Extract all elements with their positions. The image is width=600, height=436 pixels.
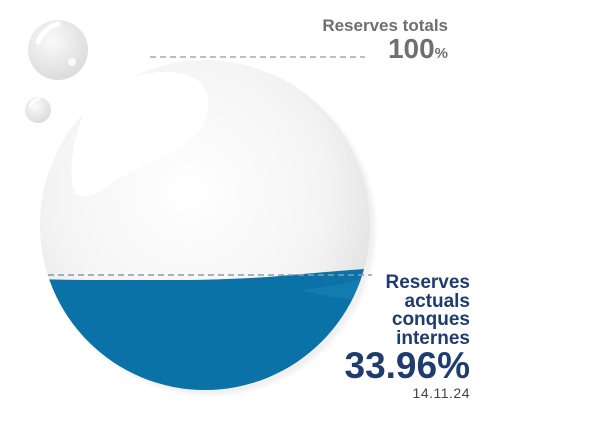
total-reserves-value: 100% xyxy=(300,34,448,69)
current-reserves-label: Reserves actuals conques internes xyxy=(340,272,470,349)
current-label-line: Reserves xyxy=(385,272,470,293)
current-reserves-date: 14.11.24 xyxy=(412,385,470,401)
bubble-large xyxy=(28,20,88,80)
current-label-line: actuals xyxy=(404,290,470,312)
current-label-line: conques xyxy=(391,309,470,330)
total-reserves-label: Reserves totals xyxy=(322,16,448,35)
current-label-line: internes xyxy=(396,327,470,349)
water-surface xyxy=(40,268,370,282)
bubble-small xyxy=(25,97,51,123)
current-reserves-value: 33.96% xyxy=(344,345,471,386)
water-highlight xyxy=(300,274,370,300)
total-reserves-number: 100 xyxy=(387,33,435,64)
sphere-glare xyxy=(71,71,209,197)
total-reserves-unit: % xyxy=(434,45,448,62)
